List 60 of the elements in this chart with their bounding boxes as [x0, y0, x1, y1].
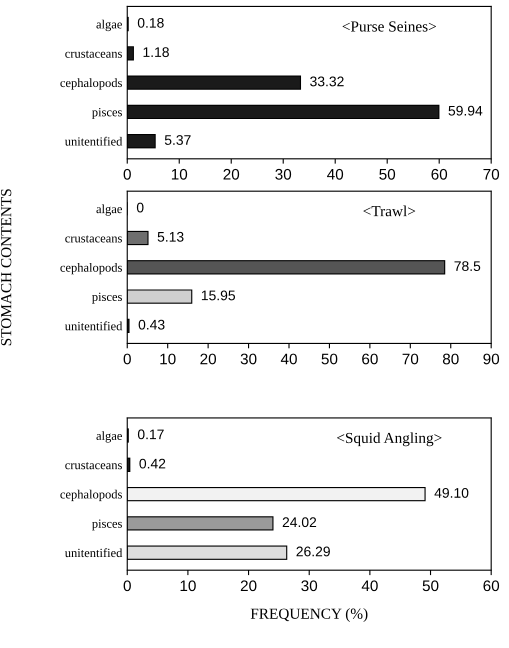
y-tick-label: cephalopods — [60, 262, 122, 274]
data-label: 0.17 — [138, 429, 164, 440]
x-tick-label: 80 — [442, 354, 459, 364]
x-tick-label: 40 — [280, 354, 297, 364]
data-label: 0.18 — [138, 18, 164, 28]
x-tick-label: 10 — [160, 354, 176, 364]
data-label: 59.94 — [448, 106, 482, 116]
data-label: 5.37 — [164, 135, 191, 145]
y-axis-title: STOMACH CONTENTS — [1, 189, 12, 346]
text: <Trawl> — [363, 206, 416, 216]
data-label: 0 — [136, 202, 144, 212]
x-tick-label: 20 — [200, 354, 216, 364]
x-tick-label: 40 — [327, 168, 344, 180]
data-label: 0.43 — [138, 320, 165, 330]
x-tick-label: 10 — [172, 168, 188, 180]
y-tick-label: crustaceans — [65, 50, 122, 58]
data-label: 24.02 — [282, 517, 316, 528]
x-tick-label: 60 — [362, 354, 378, 364]
data-label: 78.5 — [454, 261, 480, 272]
y-tick-label: crustaceans — [65, 235, 122, 242]
x-axis-title: FREQUENCY (%) — [250, 608, 368, 622]
y-tick-label: unitentified — [64, 136, 122, 146]
x-tick-label: 70 — [483, 168, 500, 180]
x-tick-label: 50 — [422, 580, 438, 592]
y-tick-label: unitentified — [64, 321, 122, 330]
data-label: 26.29 — [296, 546, 330, 556]
x-tick-label: 60 — [431, 168, 448, 180]
x-tick-label: 0 — [124, 354, 131, 364]
data-label: 1.18 — [144, 47, 169, 58]
y-tick-label: algae — [96, 431, 122, 443]
x-tick-label: 0 — [124, 168, 131, 180]
data-label: 5.13 — [158, 232, 184, 242]
y-tick-label: crustaceans — [65, 462, 122, 470]
x-tick-label: 30 — [275, 168, 292, 180]
text: <Purse Seines> — [342, 21, 436, 32]
x-tick-label: 70 — [402, 354, 418, 364]
y-tick-label: algae — [96, 204, 122, 216]
x-tick-label: 30 — [240, 354, 256, 364]
y-tick-label: pisces — [92, 108, 122, 119]
data-label: 49.10 — [434, 488, 468, 498]
x-tick-label: 60 — [483, 580, 500, 592]
y-tick-label: pisces — [92, 519, 122, 530]
x-tick-label: 20 — [224, 168, 240, 180]
y-tick-label: unitentified — [64, 548, 122, 558]
x-tick-label: 30 — [301, 580, 318, 592]
data-label: 33.32 — [310, 76, 344, 86]
text: <Squid Angling> — [337, 432, 442, 446]
data-label: 0.42 — [139, 458, 166, 469]
y-tick-label: cephalopods — [60, 490, 122, 502]
x-tick-label: 90 — [483, 354, 500, 364]
x-tick-label: 10 — [180, 580, 196, 592]
y-tick-label: cephalopods — [60, 78, 122, 90]
x-tick-label: 0 — [124, 580, 131, 592]
x-tick-label: 40 — [362, 580, 378, 592]
data-label: 15.95 — [202, 290, 236, 300]
x-tick-label: 20 — [240, 580, 256, 592]
x-tick-label: 50 — [322, 354, 338, 364]
y-tick-label: pisces — [92, 292, 122, 304]
y-tick-label: algae — [96, 20, 122, 32]
x-tick-label: 50 — [379, 168, 396, 180]
